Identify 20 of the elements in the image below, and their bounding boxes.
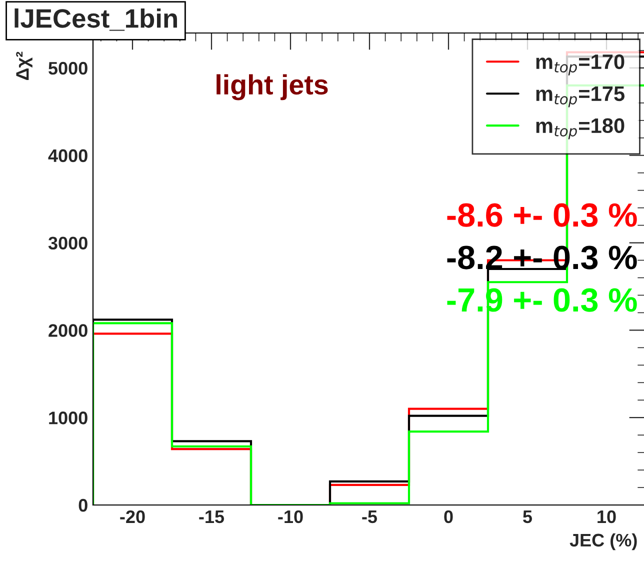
x-tick-label: -5 xyxy=(362,510,378,524)
y-tick-label: 0 xyxy=(78,498,88,512)
legend-label: m$_{top}$=180 xyxy=(536,118,624,140)
chart-title: lJECest_1bin xyxy=(14,8,177,31)
y-tick-label: 3000 xyxy=(48,236,88,250)
legend-label: m$_{top}$=175 xyxy=(536,86,624,108)
y-tick-label: 2000 xyxy=(48,324,88,337)
y-tick-label: 5000 xyxy=(48,62,88,75)
y-tick-label: 1000 xyxy=(49,412,88,424)
annotation: light jets xyxy=(216,74,328,100)
y-tick-label: 4000 xyxy=(48,149,88,162)
x-tick-label: -20 xyxy=(120,510,145,524)
x-tick-label: 5 xyxy=(523,510,532,524)
x-tick-label: 0 xyxy=(444,510,453,524)
x-axis-title: JEC (%) xyxy=(570,533,637,550)
y-axis-title: Δχ² xyxy=(16,52,32,80)
x-tick-label: 10 xyxy=(598,510,616,524)
x-tick-label: -10 xyxy=(278,510,303,524)
legend-label: m$_{top}$=170 xyxy=(536,54,624,76)
x-tick-label: -15 xyxy=(199,510,224,524)
